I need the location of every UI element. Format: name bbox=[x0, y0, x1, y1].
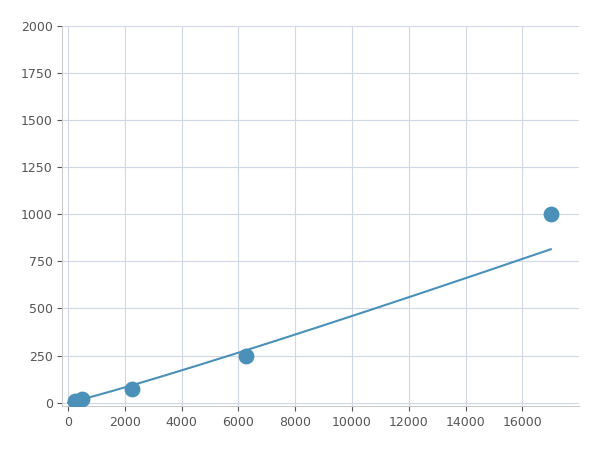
Point bbox=[241, 352, 250, 359]
Point bbox=[127, 385, 137, 392]
Point bbox=[77, 395, 87, 402]
Point bbox=[546, 211, 556, 218]
Point bbox=[70, 397, 80, 405]
